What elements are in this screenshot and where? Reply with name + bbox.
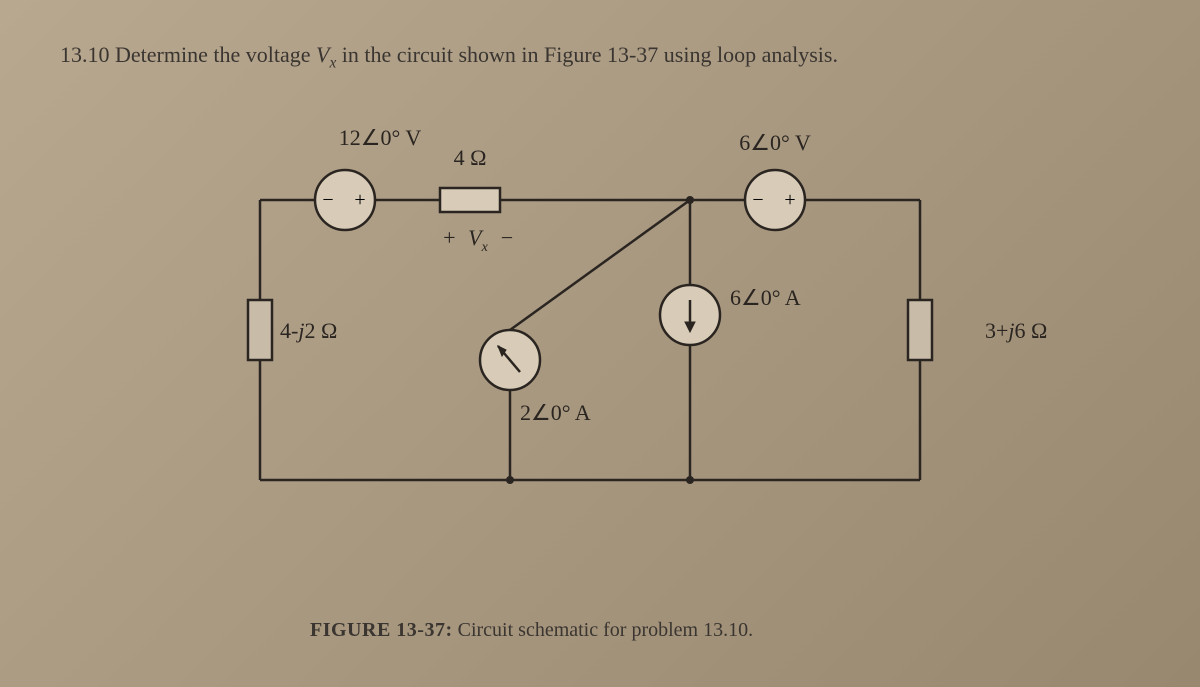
isource-left-label: 2∠0° A bbox=[520, 400, 591, 425]
problem-statement: 13.10 Determine the voltage Vx in the ci… bbox=[60, 40, 1140, 74]
problem-variable: V bbox=[316, 42, 329, 67]
impedance-right-label: 3+j6 Ω bbox=[985, 318, 1047, 343]
figure-label: FIGURE 13-37: bbox=[310, 619, 453, 641]
vsource-left-minus: − bbox=[322, 189, 333, 211]
impedance-left-label: 4-j2 Ω bbox=[280, 318, 337, 343]
figure-caption-text: Circuit schematic for problem 13.10. bbox=[453, 619, 753, 641]
problem-number: 13.10 bbox=[60, 42, 110, 67]
resistor-top-label: 4 Ω bbox=[454, 145, 487, 170]
vx-label: + Vx − bbox=[442, 225, 514, 256]
vsource-left-plus: + bbox=[354, 189, 365, 211]
vsource-right-plus: + bbox=[784, 189, 795, 211]
problem-suffix: in the circuit shown in Figure 13-37 usi… bbox=[336, 42, 838, 67]
circuit-diagram: + − 12∠0° V 4 Ω + Vx − + − 6 bbox=[200, 110, 1000, 530]
isource-right-label: 6∠0° A bbox=[730, 285, 801, 310]
figure-caption: FIGURE 13-37: Circuit schematic for prob… bbox=[310, 619, 753, 642]
vsource-left-label: 12∠0° V bbox=[339, 125, 422, 150]
problem-prefix: Determine the voltage bbox=[115, 42, 316, 67]
vsource-right-label: 6∠0° V bbox=[739, 130, 811, 155]
vsource-right-minus: − bbox=[752, 189, 763, 211]
